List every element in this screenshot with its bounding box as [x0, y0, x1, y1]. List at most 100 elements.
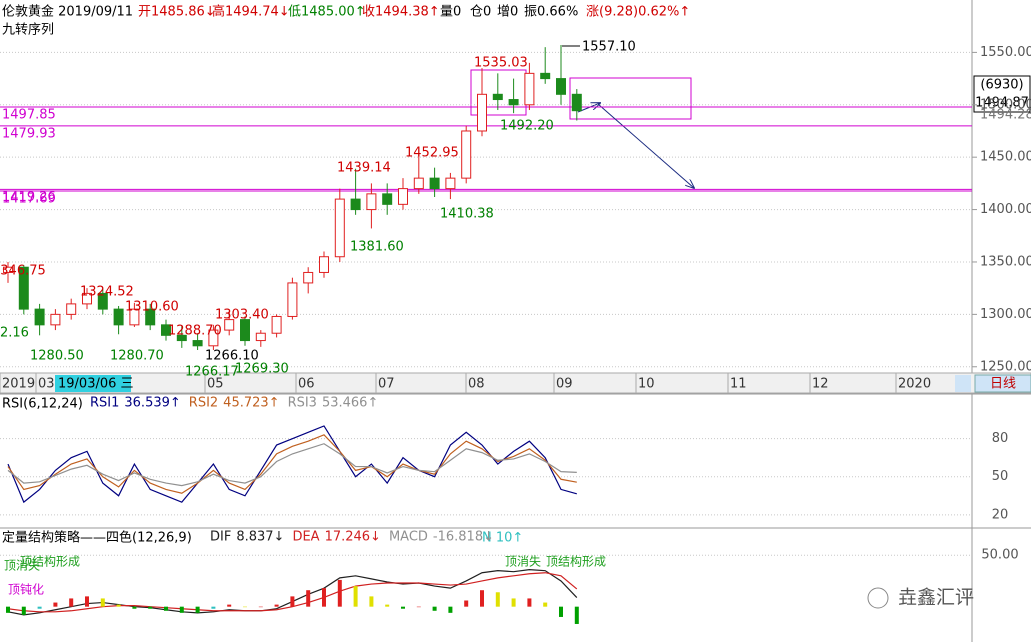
signal-label: 顶结构形成 [20, 554, 80, 569]
trend-arrow [597, 103, 694, 188]
legend-value: 36.539↑ [124, 396, 180, 411]
macd-bar [227, 604, 232, 607]
candle-body [287, 282, 298, 317]
price-annotation: 1381.60 [350, 240, 404, 255]
subtitle: 九转序列 [2, 23, 54, 38]
macd-title: 定量结构策略——四色(12,26,9) [2, 530, 192, 546]
candle-body [240, 319, 250, 342]
price-annotation: 1492.20 [500, 119, 554, 134]
signal-label: 顶钝化 [8, 583, 44, 597]
price-annotation: 1280.70 [110, 349, 164, 364]
macd-bar [290, 596, 295, 607]
chart-title: 伦敦黄金 2019/09/11 [2, 4, 133, 20]
y-tick-label: 1550.00 [980, 45, 1031, 60]
x-axis-strip [0, 372, 1031, 394]
legend-value: 17.246↓ [325, 530, 381, 545]
price-annotation: 1557.10 [582, 40, 636, 55]
macd-extra: N 10↑ [482, 531, 523, 546]
cursor-price: 1494.28 [980, 108, 1031, 123]
candle-body [540, 72, 551, 80]
cursor-label: 19/03/06 三 [58, 377, 134, 392]
macd-bar [543, 602, 548, 607]
y-tick-label: 1350.00 [980, 254, 1031, 269]
legend-name: RSI2 [189, 396, 218, 411]
candle-body [224, 319, 235, 331]
series-line [7, 443, 577, 487]
candle-body [18, 266, 29, 310]
info-item: 开1485.86↓ [138, 5, 216, 20]
watermark-icon [867, 587, 889, 609]
candle-body [334, 198, 345, 258]
macd-bar [132, 606, 137, 609]
period-tab[interactable] [974, 374, 1031, 393]
y-tick-label: 1500.00 [980, 97, 1031, 112]
series-line [7, 434, 577, 494]
level-label: 1419.26 [2, 190, 56, 205]
macd-bar [401, 606, 405, 609]
candle-body [50, 313, 61, 326]
info-item: 振0.66% [524, 5, 578, 20]
current-price: 1494.87 [975, 96, 1029, 111]
cursor-box [55, 375, 131, 392]
price-annotation: 1269.30 [235, 362, 289, 377]
candle-body [398, 188, 408, 205]
candle-body [208, 329, 219, 347]
series-line [7, 425, 577, 504]
macd-bar [527, 598, 532, 607]
macd-bar [116, 604, 121, 607]
info-item: 仓0 [470, 5, 491, 20]
watermark: 垚鑫汇评 [898, 587, 974, 609]
candle-body [34, 308, 45, 326]
candle-body [461, 130, 472, 179]
price-annotation: 1266.17 [185, 365, 239, 380]
price-annotation: 1439.14 [337, 161, 391, 176]
macd-bar [432, 606, 437, 611]
legend-value: 45.723↑ [223, 396, 279, 411]
x-tick-label: 11 [730, 377, 747, 392]
y-tick-label: 1400.00 [980, 202, 1031, 217]
candle-body [556, 78, 566, 95]
rsi-title: RSI(6,12,24) [2, 397, 83, 412]
candle-body [492, 93, 503, 101]
price-annotation: 1452.95 [405, 146, 459, 161]
level-label: 1479.93 [2, 126, 56, 141]
candle-body [508, 99, 519, 106]
price-annotation: 1288.70 [168, 324, 222, 339]
macd-bar [164, 606, 168, 611]
macd-bar [195, 606, 200, 613]
price-annotation: 1535.03 [474, 56, 528, 71]
candle-body [350, 198, 361, 211]
macd-bar [53, 602, 58, 607]
y-tick-label: 1250.00 [980, 359, 1031, 374]
x-tick-label: 08 [468, 377, 485, 392]
macd-bar [243, 606, 247, 608]
macd-bar [100, 598, 105, 607]
macd-bar [464, 600, 469, 607]
macd-bar [495, 592, 500, 607]
legend-value: 8.837↓ [236, 530, 284, 545]
signal-label: 顶结构形成 [546, 554, 606, 569]
candle-body [366, 193, 377, 211]
scroll-thumb[interactable] [955, 375, 971, 392]
macd-bar [258, 606, 263, 608]
macd-bar [21, 606, 26, 615]
legend-name: DEA [292, 530, 319, 545]
macd-bar [369, 596, 374, 607]
x-tick-label: 03 [38, 377, 55, 392]
macd-bar [385, 604, 390, 607]
candle-body [524, 72, 535, 106]
candle-body [477, 93, 487, 132]
macd-bar [574, 606, 579, 624]
level-label: 1417.69 [2, 192, 56, 207]
info-item: 收1494.38↑ [362, 5, 440, 20]
macd-bar [322, 588, 326, 607]
macd-bar [480, 590, 484, 607]
x-tick-label: 05 [207, 377, 224, 392]
x-tick-label: 10 [638, 377, 655, 392]
level-label: 1497.85 [2, 108, 56, 123]
price-annotation: 1266.10 [205, 349, 259, 364]
macd-bar [559, 606, 563, 617]
macd-bar [148, 606, 153, 609]
x-tick-label: 12 [812, 377, 829, 392]
